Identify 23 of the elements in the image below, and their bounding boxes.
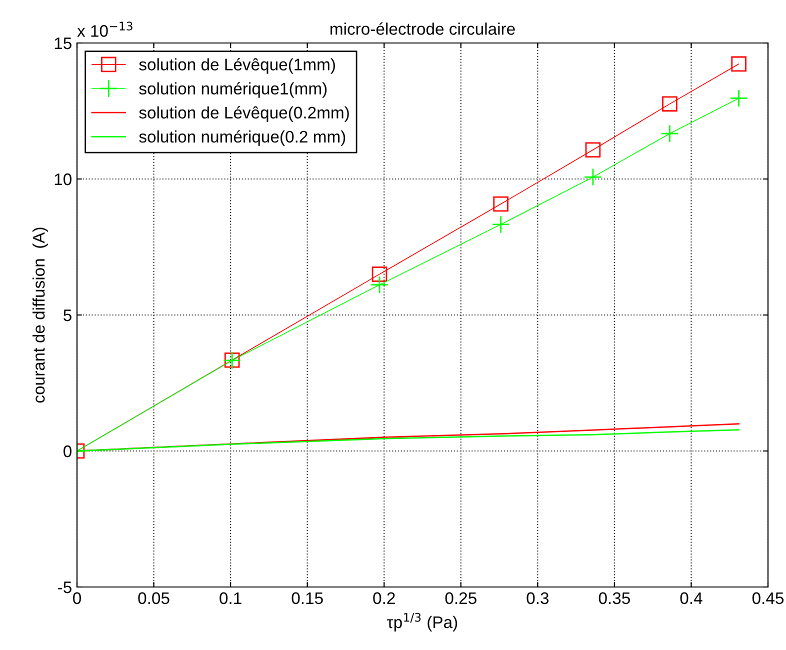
x-tick-label: 0.05 <box>138 592 170 604</box>
x-tick-label: 0.1 <box>220 592 242 604</box>
y-tick-label: 15 <box>54 38 72 50</box>
x-tick-label: 0.3 <box>526 592 549 604</box>
legend-label: solution de Lévêque(0.2mm) <box>139 106 349 122</box>
y-tick-label: 0 <box>64 445 72 458</box>
x-tick-label: 0.2 <box>373 592 395 604</box>
x-tick-label: 0.35 <box>598 592 630 604</box>
legend-label: solution numérique1(mm) <box>139 82 327 98</box>
legend-label: solution de Lévêque(1mm) <box>139 58 335 74</box>
legend-label: solution numérique(0.2 mm) <box>139 130 346 146</box>
x-tick-label: 0.15 <box>292 592 323 604</box>
y-tick-label: 5 <box>64 310 72 322</box>
x-tick-label: 0.25 <box>445 592 476 604</box>
x-tick-label: 0 <box>73 592 81 604</box>
x-tick-label: 0.4 <box>680 592 702 604</box>
y-tick-label: 10 <box>54 173 72 186</box>
y-axis-title: courant de diffusion (A) <box>32 228 48 403</box>
y-tick-label: -5 <box>58 582 72 594</box>
x-axis-title: τp$^{1/3}$ (Pa) <box>386 612 458 632</box>
text: x 10$^{−13}$ <box>77 22 132 37</box>
chart-title: micro-électrode circulaire <box>330 22 515 35</box>
x-tick-label: 0.45 <box>752 592 784 604</box>
